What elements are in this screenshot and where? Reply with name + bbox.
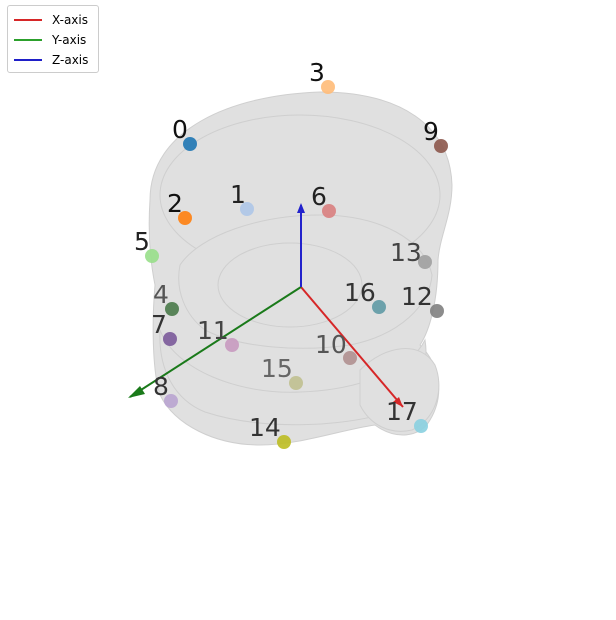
landmark-label-10: 10 bbox=[315, 330, 347, 359]
landmark-point-11 bbox=[225, 338, 239, 352]
landmark-point-2 bbox=[178, 211, 192, 225]
landmark-label-14: 14 bbox=[249, 413, 281, 442]
mesh-inner-hole bbox=[217, 242, 363, 328]
landmark-label-17: 17 bbox=[386, 397, 418, 426]
landmark-label-15: 15 bbox=[261, 354, 293, 383]
landmark-point-0 bbox=[183, 137, 197, 151]
landmark-label-0: 0 bbox=[172, 115, 188, 144]
landmark-point-9 bbox=[434, 139, 448, 153]
landmark-label-3: 3 bbox=[309, 58, 325, 87]
landmark-label-8: 8 bbox=[153, 372, 169, 401]
legend-label-x: X-axis bbox=[52, 13, 88, 27]
landmark-label-1: 1 bbox=[230, 180, 246, 209]
landmark-point-1 bbox=[240, 202, 254, 216]
landmark-point-16 bbox=[372, 300, 386, 314]
landmark-point-6 bbox=[322, 204, 336, 218]
legend-swatch-y bbox=[14, 39, 42, 41]
landmark-label-6: 6 bbox=[311, 182, 327, 211]
legend-swatch-x bbox=[14, 19, 42, 21]
legend: X-axis Y-axis Z-axis bbox=[7, 5, 99, 73]
x-axis-arrowhead bbox=[393, 397, 403, 407]
landmark-label-13: 13 bbox=[390, 238, 422, 267]
landmark-point-15 bbox=[289, 376, 303, 390]
translucent-mesh bbox=[148, 91, 453, 446]
landmark-label-2: 2 bbox=[167, 189, 183, 218]
legend-swatch-z bbox=[14, 59, 42, 61]
landmark-point-12 bbox=[430, 304, 444, 318]
legend-label-y: Y-axis bbox=[52, 33, 87, 47]
legend-entry-z: Z-axis bbox=[14, 50, 92, 70]
z-axis-arrowhead bbox=[297, 203, 305, 213]
landmark-point-8 bbox=[164, 394, 178, 408]
landmark-label-9: 9 bbox=[423, 117, 439, 146]
landmark-point-13 bbox=[418, 255, 432, 269]
landmark-point-17 bbox=[414, 419, 428, 433]
landmark-point-7 bbox=[163, 332, 177, 346]
y-axis-arrowhead bbox=[128, 386, 145, 398]
landmark-label-7: 7 bbox=[151, 310, 167, 339]
coordinate-axes bbox=[128, 203, 404, 408]
legend-entry-x: X-axis bbox=[14, 10, 92, 30]
legend-entry-y: Y-axis bbox=[14, 30, 92, 50]
x-axis-line bbox=[300, 286, 404, 408]
landmark-point-5 bbox=[145, 249, 159, 263]
landmark-point-3 bbox=[321, 80, 335, 94]
landmark-label-16: 16 bbox=[344, 278, 376, 307]
landmark-point-14 bbox=[277, 435, 291, 449]
legend-label-z: Z-axis bbox=[52, 53, 89, 67]
landmark-label-12: 12 bbox=[401, 282, 433, 311]
landmark-label-5: 5 bbox=[134, 227, 150, 256]
mesh-side-lobe bbox=[359, 348, 440, 432]
y-axis-line bbox=[129, 286, 302, 398]
landmark-label-4: 4 bbox=[153, 280, 169, 309]
landmark-point-4 bbox=[165, 302, 179, 316]
landmark-point-10 bbox=[343, 351, 357, 365]
landmark-label-11: 11 bbox=[197, 316, 229, 345]
